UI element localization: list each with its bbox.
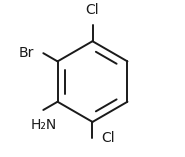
- Text: Br: Br: [19, 46, 34, 60]
- Text: Cl: Cl: [101, 131, 115, 145]
- Text: Cl: Cl: [86, 3, 99, 16]
- Text: H₂N: H₂N: [30, 118, 56, 132]
